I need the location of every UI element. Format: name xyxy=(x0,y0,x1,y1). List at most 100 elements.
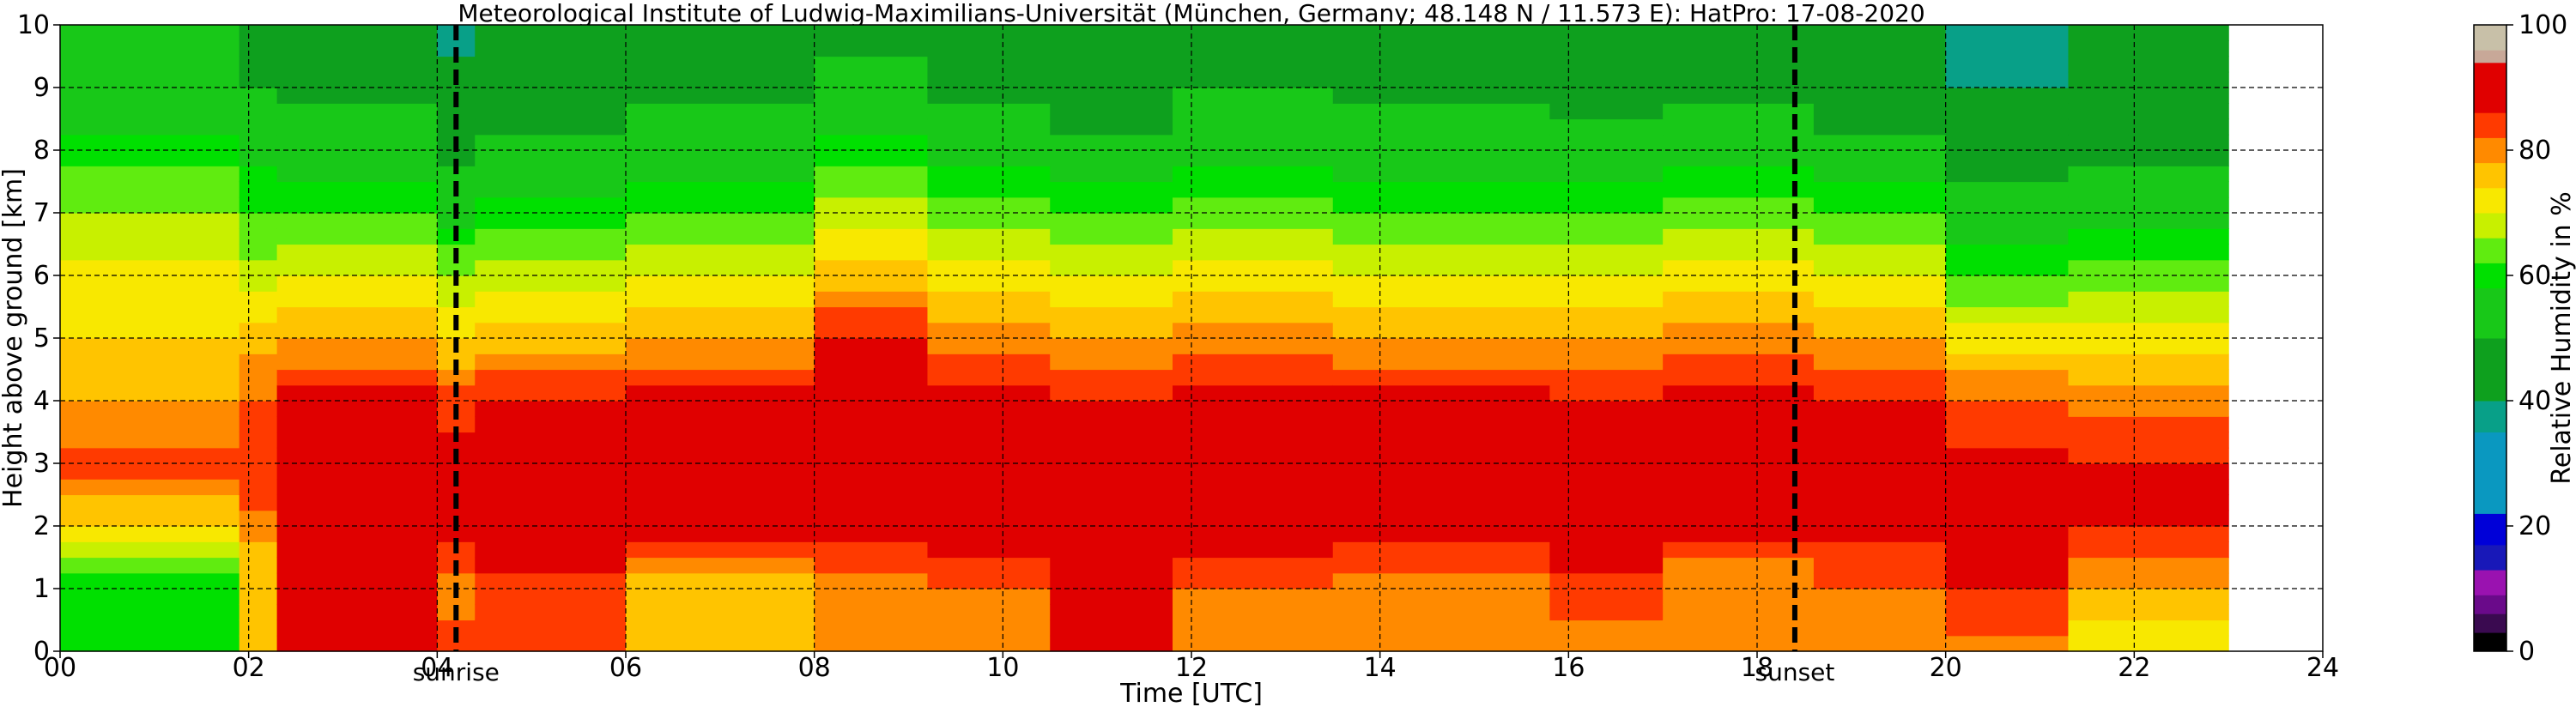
heatmap-cell xyxy=(626,416,815,433)
heatmap-cell xyxy=(1173,306,1334,323)
heatmap-cell xyxy=(1173,244,1334,261)
heatmap-cell xyxy=(1050,338,1173,354)
heatmap-cell xyxy=(60,275,240,292)
heatmap-cell xyxy=(1332,494,1550,511)
heatmap-cell xyxy=(927,134,1051,151)
heatmap-cell xyxy=(1945,306,2070,323)
heatmap-cell xyxy=(1050,134,1173,151)
y-tick-label: 2 xyxy=(33,511,50,541)
heatmap-cell xyxy=(1050,103,1173,120)
heatmap-cell xyxy=(1332,244,1550,261)
colorbar-tick-label: 40 xyxy=(2518,386,2551,416)
heatmap-cell xyxy=(1663,526,1815,542)
heatmap-cell xyxy=(1173,401,1334,417)
heatmap-cell xyxy=(276,447,438,464)
heatmap-cell xyxy=(1813,526,1947,542)
heatmap-cell xyxy=(1332,134,1550,151)
heatmap-cell xyxy=(927,526,1051,542)
heatmap-cell xyxy=(1173,354,1334,371)
heatmap-cell xyxy=(814,354,929,371)
heatmap-cell xyxy=(1549,447,1664,464)
heatmap-cell xyxy=(814,338,929,354)
heatmap-cell xyxy=(1813,401,1947,417)
heatmap-cell xyxy=(927,291,1051,308)
colorbar-tick-label: 60 xyxy=(2518,261,2551,291)
heatmap-cell xyxy=(626,589,815,605)
heatmap-cell xyxy=(626,306,815,323)
plot-area xyxy=(60,25,2229,652)
heatmap-cell xyxy=(276,604,438,621)
heatmap-cell xyxy=(814,25,929,41)
heatmap-cell xyxy=(1813,196,1947,214)
heatmap-cell xyxy=(927,213,1051,229)
heatmap-cell xyxy=(814,213,929,229)
heatmap-cell xyxy=(2068,604,2229,621)
heatmap-cell xyxy=(1173,635,1334,652)
heatmap-cell xyxy=(475,166,627,183)
heatmap-cell xyxy=(475,619,627,637)
heatmap-cell xyxy=(1173,134,1334,151)
heatmap-cell xyxy=(814,88,929,104)
heatmap-cell xyxy=(1332,526,1550,542)
heatmap-cell xyxy=(1663,589,1815,605)
heatmap-cell xyxy=(927,118,1051,136)
heatmap-cell xyxy=(1663,322,1815,339)
y-tick-label: 3 xyxy=(33,449,50,479)
heatmap-cell xyxy=(2068,557,2229,574)
heatmap-cell xyxy=(60,416,240,433)
heatmap-cell xyxy=(276,181,438,198)
heatmap-cell xyxy=(1945,40,2070,57)
heatmap-cell xyxy=(239,244,278,261)
colorbar-frame xyxy=(2473,24,2507,652)
heatmap-cell xyxy=(2068,526,2229,542)
heatmap-cell xyxy=(1945,604,2070,621)
heatmap-cell xyxy=(1050,604,1173,621)
heatmap-cell xyxy=(626,166,815,183)
heatmap-cell xyxy=(1945,510,2070,527)
heatmap-cell xyxy=(1945,196,2070,214)
heatmap-cell xyxy=(1050,291,1173,308)
heatmap-cell xyxy=(437,635,476,652)
heatmap-cell xyxy=(814,306,929,323)
heatmap-cell xyxy=(927,71,1051,88)
y-tick-label: 4 xyxy=(33,386,50,416)
heatmap-cell xyxy=(475,134,627,151)
heatmap-cell xyxy=(1945,416,2070,433)
heatmap-cell xyxy=(276,416,438,433)
heatmap-cell xyxy=(239,463,278,480)
x-tick-label: 20 xyxy=(1930,653,1962,683)
heatmap-cell xyxy=(1050,572,1173,589)
heatmap-cell xyxy=(1663,384,1815,402)
heatmap-cell xyxy=(1173,150,1334,166)
heatmap-cell xyxy=(1663,118,1815,136)
heatmap-cell xyxy=(1173,322,1334,339)
heatmap-cell xyxy=(2068,635,2229,652)
heatmap-cell xyxy=(1945,244,2070,261)
heatmap-cell xyxy=(626,384,815,402)
heatmap-cell xyxy=(475,541,627,559)
heatmap-cell xyxy=(60,150,240,166)
heatmap-cell xyxy=(927,40,1051,57)
annotation-lines: sunrise sunset xyxy=(413,25,1834,686)
heatmap-cell xyxy=(1549,322,1664,339)
heatmap-cell xyxy=(814,416,929,433)
heatmap-cell xyxy=(60,354,240,371)
heatmap-cell xyxy=(276,213,438,229)
heatmap-cell xyxy=(60,338,240,354)
heatmap-cell xyxy=(239,56,278,73)
heatmap-cell xyxy=(475,479,627,496)
heatmap-cell xyxy=(239,369,278,386)
colorbar-segment xyxy=(2474,62,2506,113)
colorbar-label: Relative Humidity in % xyxy=(2547,191,2576,484)
heatmap-cell xyxy=(1549,259,1664,276)
colorbar-segment xyxy=(2474,263,2506,289)
heatmap-cell xyxy=(475,88,627,104)
heatmap-cell xyxy=(1945,354,2070,371)
heatmap-cell xyxy=(1050,401,1173,417)
heatmap-cell xyxy=(1663,181,1815,198)
heatmap-cell xyxy=(276,557,438,574)
y-axis-label: Height above ground [km] xyxy=(0,168,28,508)
heatmap-cell xyxy=(1945,338,2070,354)
heatmap-cell xyxy=(1663,338,1815,354)
heatmap-cell xyxy=(814,526,929,542)
